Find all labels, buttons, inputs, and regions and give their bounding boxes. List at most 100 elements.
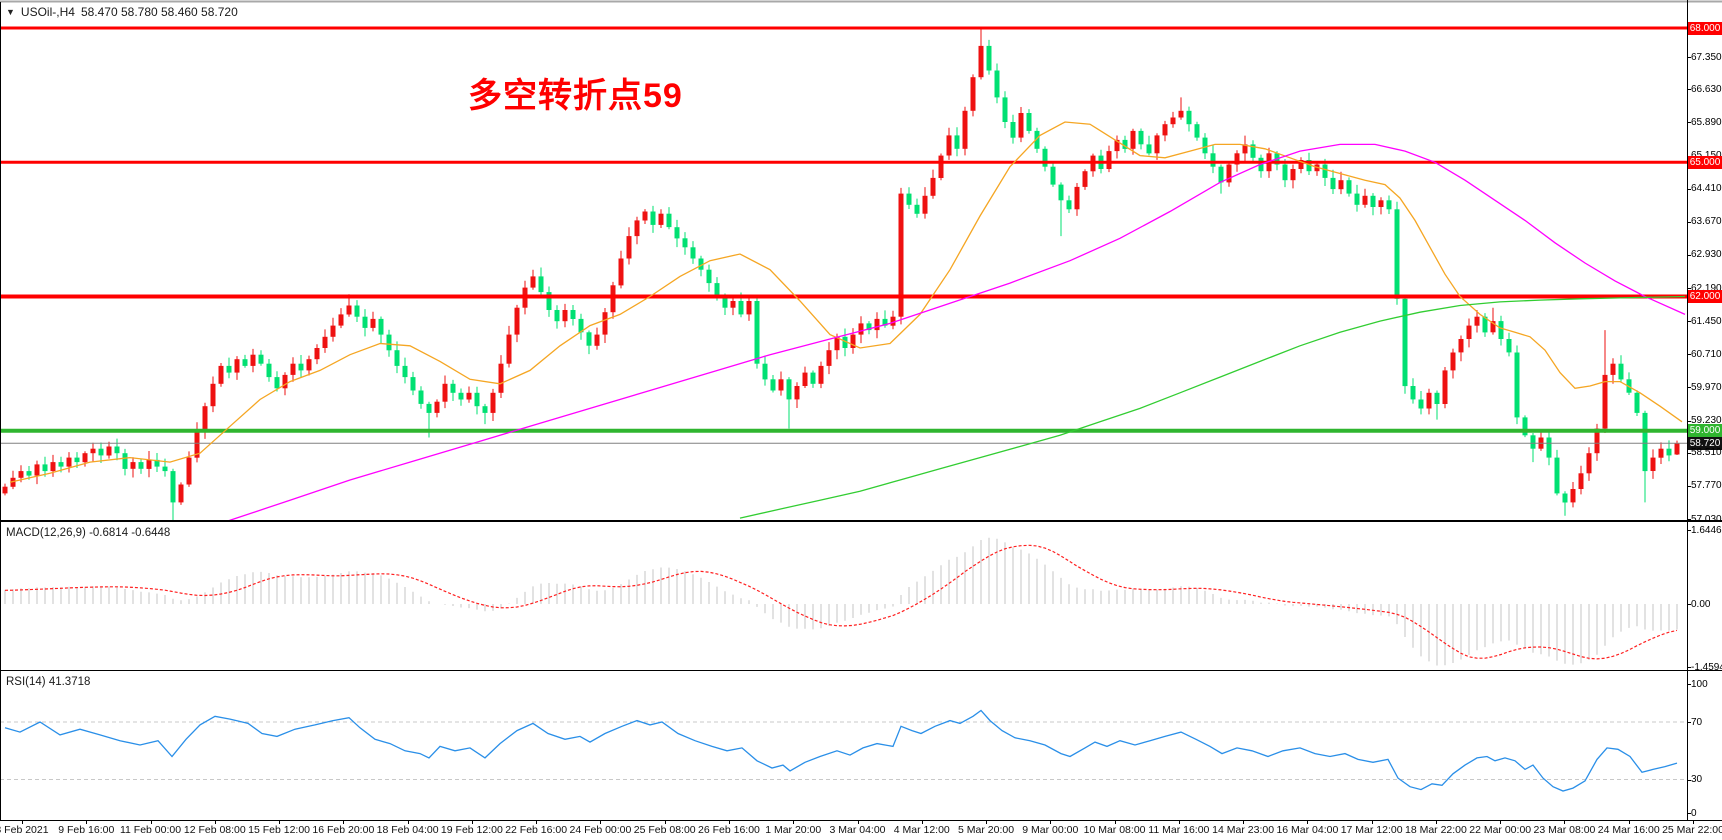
macd-histogram xyxy=(4,537,1678,666)
axis-tick xyxy=(1687,684,1691,685)
price-axis-label: 67.350 xyxy=(1691,51,1722,63)
time-axis-tick xyxy=(1500,821,1502,824)
rsi-indicator-label: RSI(14) 41.3718 xyxy=(6,676,91,688)
macd-indicator-label: MACD(12,26,9) -0.6814 -0.6448 xyxy=(6,527,171,539)
price-axis-label: 57.770 xyxy=(1691,480,1722,492)
price-axis-label: 64.410 xyxy=(1691,183,1722,195)
time-axis-label: 26 Feb 16:00 xyxy=(698,824,760,836)
price-axis-label: 59.970 xyxy=(1691,381,1722,393)
time-axis-tick xyxy=(857,821,859,824)
time-axis-tick xyxy=(343,821,345,824)
horizontal-level-lines[interactable] xyxy=(0,26,1687,444)
main-price-chart[interactable] xyxy=(0,0,1722,521)
rsi-axis-label: 0 xyxy=(1691,807,1697,819)
time-axis-tick xyxy=(471,821,473,824)
time-axis-tick xyxy=(536,821,538,824)
time-axis-label: 18 Feb 04:00 xyxy=(376,824,439,836)
time-axis-tick xyxy=(921,821,923,824)
axis-tick xyxy=(1687,604,1691,605)
ma-mid-magenta xyxy=(225,143,1686,521)
ma-fast-orange xyxy=(9,121,1683,483)
axis-tick xyxy=(1687,188,1691,190)
macd-axis-label: 0.00 xyxy=(1691,598,1711,610)
collapse-triangle-icon[interactable]: ▼ xyxy=(6,7,15,17)
time-axis-label: 9 Mar 00:00 xyxy=(1022,824,1079,836)
rsi-axis-label: 100 xyxy=(1691,678,1708,690)
time-axis-tick xyxy=(1307,821,1309,824)
time-axis-tick xyxy=(793,821,795,824)
time-axis-label: 18 Mar 22:00 xyxy=(1404,824,1467,836)
price-axis-label: 59.230 xyxy=(1691,415,1722,426)
time-axis-label: 17 Mar 12:00 xyxy=(1340,824,1403,836)
time-axis-tick xyxy=(214,821,216,824)
price-level-badge: 62.000 xyxy=(1688,290,1722,303)
time-axis-label: 16 Feb 20:00 xyxy=(312,824,375,836)
price-axis-label: 63.670 xyxy=(1691,216,1722,228)
time-axis-label: 25 Mar 22:00 xyxy=(1662,824,1722,836)
time-axis-label: 22 Mar 00:00 xyxy=(1469,824,1532,836)
time-axis-tick xyxy=(1435,821,1437,824)
time-axis-tick xyxy=(1050,821,1052,824)
axis-tick xyxy=(1687,779,1691,781)
price-axis[interactable]: 68.000 67.350 66.630 65.890 65.15065.000 64.4… xyxy=(0,0,1722,821)
ma-slow-green xyxy=(739,295,1686,519)
time-axis-tick xyxy=(1178,821,1180,824)
time-axis-label: 11 Feb 00:00 xyxy=(119,824,182,836)
axis-tick xyxy=(1687,452,1691,454)
time-axis-tick xyxy=(664,821,666,824)
time-axis-label: 15 Feb 12:00 xyxy=(248,824,311,836)
time-axis-label: 5 Mar 20:00 xyxy=(958,824,1015,836)
axis-tick xyxy=(1687,519,1691,520)
time-axis-tick xyxy=(728,821,730,824)
price-level-badge: 59.000 xyxy=(1688,424,1722,438)
time-axis-label: 24 Mar 16:00 xyxy=(1597,824,1660,836)
rsi-line xyxy=(4,709,1678,792)
time-axis-tick xyxy=(150,821,152,824)
price-axis-label: 62.930 xyxy=(1691,249,1722,261)
chart-title: ▼ USOil-,H4 58.470 58.780 58.460 58.720 xyxy=(6,5,238,19)
axis-tick xyxy=(1687,288,1691,289)
time-axis-label: 9 Feb 16:00 xyxy=(58,824,115,836)
axis-tick xyxy=(1687,321,1691,323)
time-axis-tick xyxy=(600,821,602,824)
time-axis-label: 8 Feb 2021 xyxy=(0,824,49,836)
axis-tick xyxy=(1687,89,1691,91)
axis-tick xyxy=(1687,722,1691,723)
price-axis-label: 66.630 xyxy=(1691,83,1722,95)
macd-axis-label: -1.4594 xyxy=(1691,661,1722,673)
time-axis-label: 23 Mar 08:00 xyxy=(1533,824,1596,836)
axis-tick xyxy=(1687,387,1691,389)
price-level-badge: 68.000 xyxy=(1688,21,1722,35)
time-axis[interactable]: 8 Feb 2021 9 Feb 16:00 11 Feb 00:00 12 Feb … xyxy=(0,821,1722,840)
time-axis-label: 12 Feb 08:00 xyxy=(183,824,246,836)
time-axis-tick xyxy=(1693,821,1694,824)
time-axis-label: 19 Feb 12:00 xyxy=(440,824,503,836)
time-axis-tick xyxy=(86,821,88,824)
time-axis-tick xyxy=(1243,821,1245,824)
time-axis-tick xyxy=(1114,821,1116,824)
axis-tick xyxy=(1687,485,1691,487)
time-axis-label: 4 Mar 12:00 xyxy=(893,824,950,836)
price-axis-label: 58.510 xyxy=(1691,447,1722,459)
price-axis-label: 65.890 xyxy=(1691,116,1722,128)
axis-tick xyxy=(1687,530,1691,531)
rsi-level-lines xyxy=(0,721,1687,780)
time-axis-label: 22 Feb 16:00 xyxy=(505,824,568,836)
time-axis-tick xyxy=(1628,821,1630,824)
axis-tick xyxy=(1687,420,1691,422)
time-axis-label: 16 Mar 04:00 xyxy=(1276,824,1339,836)
time-axis-label: 11 Mar 16:00 xyxy=(1148,824,1210,836)
ohlc-values: 58.470 58.780 58.460 58.720 xyxy=(80,5,238,19)
axis-tick xyxy=(1687,57,1691,59)
axis-tick xyxy=(1687,667,1691,668)
macd-panel[interactable] xyxy=(0,521,1722,671)
price-axis-label: 60.710 xyxy=(1691,348,1722,360)
price-axis-label: 61.450 xyxy=(1691,315,1722,327)
time-axis-tick xyxy=(986,821,988,824)
time-axis-label: 3 Mar 04:00 xyxy=(829,824,886,836)
annotation-text: 多空转折点59 xyxy=(468,77,683,115)
time-axis-label: 10 Mar 08:00 xyxy=(1083,824,1146,836)
rsi-axis-label: 70 xyxy=(1691,716,1703,728)
rsi-panel[interactable] xyxy=(0,671,1722,821)
macd-signal-line xyxy=(4,544,1678,660)
